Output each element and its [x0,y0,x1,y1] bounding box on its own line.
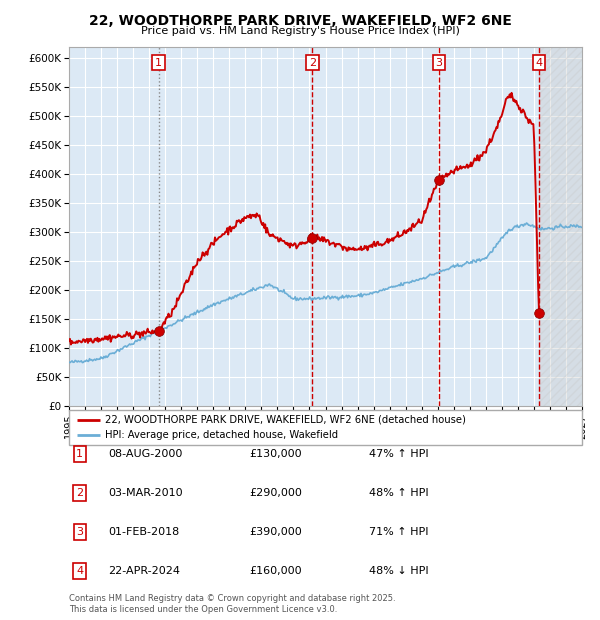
Text: 3: 3 [436,58,443,68]
Text: 03-MAR-2010: 03-MAR-2010 [108,488,182,498]
Text: £130,000: £130,000 [249,449,302,459]
Text: 01-FEB-2018: 01-FEB-2018 [108,527,179,537]
Text: 4: 4 [76,566,83,576]
Text: HPI: Average price, detached house, Wakefield: HPI: Average price, detached house, Wake… [105,430,338,440]
Text: 47% ↑ HPI: 47% ↑ HPI [369,449,428,459]
Text: 3: 3 [76,527,83,537]
Text: £390,000: £390,000 [249,527,302,537]
Text: 71% ↑ HPI: 71% ↑ HPI [369,527,428,537]
Text: 48% ↑ HPI: 48% ↑ HPI [369,488,428,498]
Text: 2: 2 [76,488,83,498]
Text: Contains HM Land Registry data © Crown copyright and database right 2025.
This d: Contains HM Land Registry data © Crown c… [69,595,395,614]
Text: 48% ↓ HPI: 48% ↓ HPI [369,566,428,576]
Bar [539,46,582,406]
Text: 22-APR-2024: 22-APR-2024 [108,566,180,576]
Text: 22, WOODTHORPE PARK DRIVE, WAKEFIELD, WF2 6NE: 22, WOODTHORPE PARK DRIVE, WAKEFIELD, WF… [89,14,511,28]
Text: 4: 4 [535,58,542,68]
Text: 22, WOODTHORPE PARK DRIVE, WAKEFIELD, WF2 6NE (detached house): 22, WOODTHORPE PARK DRIVE, WAKEFIELD, WF… [105,415,466,425]
Text: 2: 2 [308,58,316,68]
Text: 1: 1 [76,449,83,459]
Text: Price paid vs. HM Land Registry's House Price Index (HPI): Price paid vs. HM Land Registry's House … [140,26,460,36]
Text: 08-AUG-2000: 08-AUG-2000 [108,449,182,459]
Text: £290,000: £290,000 [249,488,302,498]
Text: 1: 1 [155,58,162,68]
Text: £160,000: £160,000 [249,566,302,576]
